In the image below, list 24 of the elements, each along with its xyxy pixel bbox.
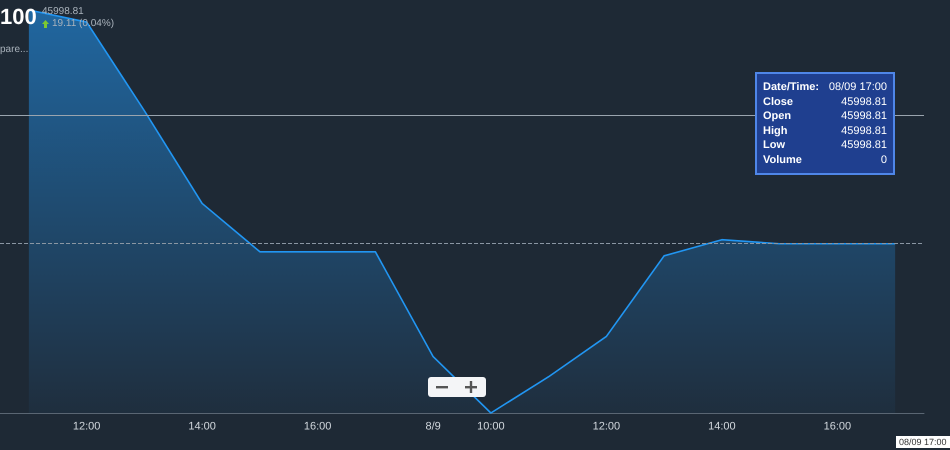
- annotation: High: [763, 124, 788, 138]
- annotation: Date/Time:: [763, 80, 820, 94]
- annotation: Volume: [763, 152, 802, 167]
- annotation: 0: [880, 152, 887, 167]
- x-tick-label: 12:00: [592, 420, 620, 432]
- annotation: Open: [763, 109, 792, 124]
- x-tick-label: 14:00: [708, 420, 736, 432]
- annotation: 45998.81: [841, 124, 887, 138]
- annotation: pare...: [0, 44, 28, 55]
- text: 08/09 17:00: [896, 436, 950, 448]
- chart-subtitle: 45998.81: [42, 6, 84, 17]
- chart-title: 100: [0, 4, 37, 30]
- x-tick-label: 8/9: [425, 420, 441, 432]
- x-tick-label: 14:00: [188, 420, 216, 432]
- annotation: 45998.81: [841, 138, 887, 152]
- annotation: Low: [763, 138, 785, 152]
- annotation: 08/09 17:00: [828, 80, 887, 94]
- x-tick-label: 12:00: [72, 420, 100, 432]
- annotation: 45998.81: [841, 94, 887, 109]
- x-tick-label: 10:00: [477, 420, 505, 432]
- x-tick-label: 16:00: [824, 420, 852, 432]
- annotation: 45998.81: [841, 109, 887, 124]
- annotation: Close: [763, 94, 793, 109]
- x-tick-label: 16:00: [304, 420, 332, 432]
